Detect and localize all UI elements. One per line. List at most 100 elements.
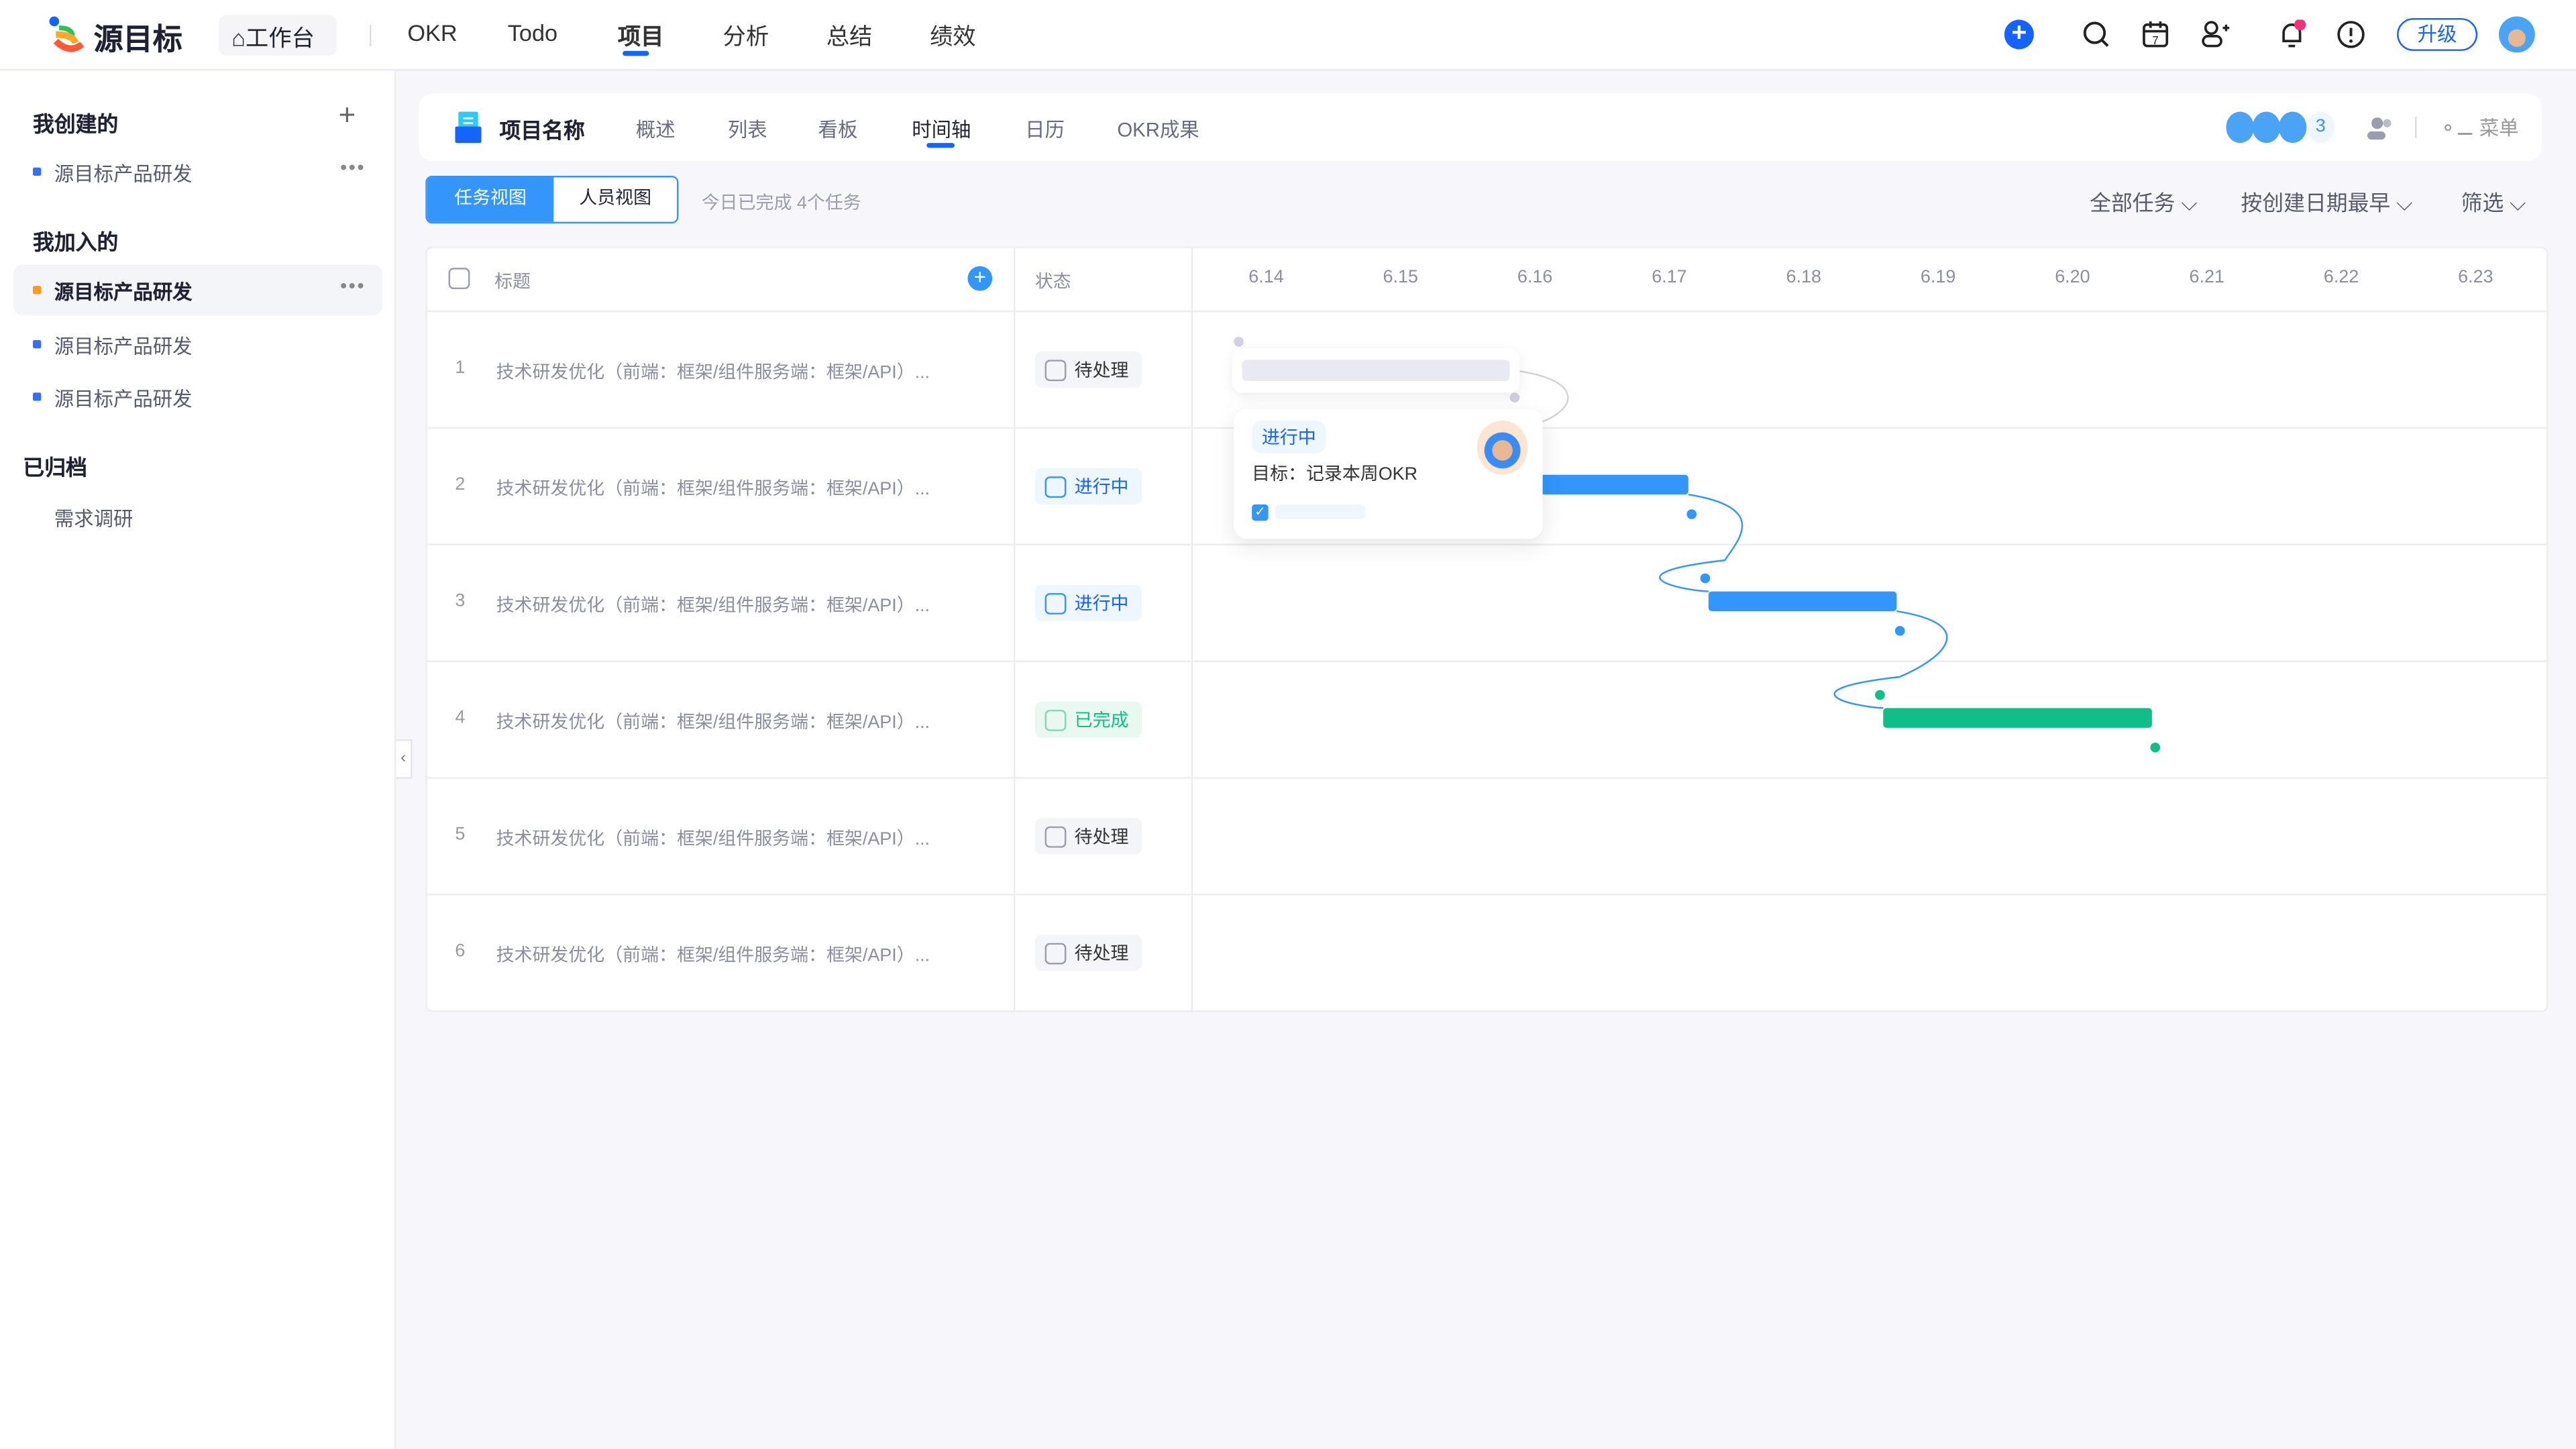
brand-logo-icon bbox=[49, 16, 85, 52]
task-title[interactable]: 技术研发优化（前端：框架/组件服务端：框架/API）... bbox=[496, 480, 930, 500]
status-label: 待处理 bbox=[1074, 361, 1129, 382]
status-checkbox[interactable] bbox=[1044, 359, 1067, 380]
date-label: 6.14 bbox=[1248, 268, 1284, 288]
nav-item[interactable]: OKR bbox=[407, 19, 458, 46]
collapse-sidebar-handle[interactable]: ‹ bbox=[396, 739, 413, 779]
status-badge[interactable]: 待处理 bbox=[1034, 352, 1142, 388]
nav-item[interactable]: 项目 bbox=[617, 23, 664, 50]
task-title[interactable]: 技术研发优化（前端：框架/组件服务端：框架/API）... bbox=[496, 596, 930, 616]
gantt-bar[interactable] bbox=[1534, 474, 1688, 495]
menu-button[interactable]: ⚬⚊ 菜单 bbox=[2440, 113, 2519, 142]
table-row[interactable]: 5 技术研发优化（前端：框架/组件服务端：框架/API）... 待处理 bbox=[427, 777, 2548, 894]
members-icon[interactable] bbox=[2366, 113, 2396, 143]
project-label: 源目标产品研发 bbox=[54, 334, 193, 358]
project-color-dot bbox=[32, 167, 42, 176]
status-label: 进行中 bbox=[1074, 478, 1129, 498]
table-row[interactable]: 3 技术研发优化（前端：框架/组件服务端：框架/API）... 进行中 bbox=[427, 543, 2548, 661]
brand-name: 源目标 bbox=[93, 23, 182, 56]
project-icon bbox=[455, 111, 482, 144]
search-icon[interactable] bbox=[2082, 19, 2111, 49]
status-checkbox[interactable] bbox=[1044, 825, 1067, 847]
date-label: 6.17 bbox=[1652, 268, 1687, 288]
column-title: 标题 bbox=[494, 272, 531, 292]
status-checkbox[interactable] bbox=[1044, 708, 1067, 731]
sidebar-project-item[interactable]: 源目标产品研发 bbox=[13, 371, 383, 422]
archived-item[interactable]: 需求调研 bbox=[54, 507, 133, 531]
sidebar-project-item[interactable]: 源目标产品研发 bbox=[13, 318, 383, 369]
table-row[interactable]: 4 技术研发优化（前端：框架/组件服务端：框架/API）... 已完成 bbox=[427, 660, 2548, 777]
table-row[interactable]: 6 技术研发优化（前端：框架/组件服务端：框架/API）... 待处理 bbox=[427, 894, 2548, 1010]
connector-dot bbox=[1874, 690, 1885, 700]
task-title[interactable]: 技术研发优化（前端：框架/组件服务端：框架/API）... bbox=[496, 829, 930, 850]
status-checkbox[interactable] bbox=[1044, 592, 1067, 614]
add-task-icon[interactable]: + bbox=[967, 266, 993, 291]
all-tasks-dropdown[interactable]: 全部任务 ⌵ bbox=[2090, 191, 2198, 215]
create-plus-icon[interactable]: + bbox=[2004, 19, 2034, 50]
date-label: 6.22 bbox=[2323, 268, 2359, 288]
top-bar: 源目标 ⌂工作台 OKR Todo 项目 分析 总结 绩效 + 7 升级 bbox=[0, 0, 2576, 71]
more-icon[interactable]: ••• bbox=[339, 156, 366, 179]
select-all-checkbox[interactable] bbox=[448, 268, 470, 290]
nav-item[interactable]: Todo bbox=[507, 19, 558, 46]
section-archived: 已归档 bbox=[23, 455, 87, 480]
row-number: 6 bbox=[455, 941, 466, 961]
workbench-button[interactable]: ⌂工作台 bbox=[218, 15, 337, 56]
connector-dot bbox=[1234, 337, 1244, 347]
gantt-bar[interactable] bbox=[1883, 708, 2152, 728]
nav-item[interactable]: 分析 bbox=[722, 23, 769, 50]
add-user-icon[interactable] bbox=[2200, 19, 2230, 49]
status-checkbox[interactable] bbox=[1044, 475, 1067, 497]
task-view-tab[interactable]: 任务视图 bbox=[427, 177, 554, 222]
all-tasks-label: 全部任务 bbox=[2090, 191, 2176, 215]
date-label: 6.21 bbox=[2189, 268, 2224, 288]
project-tab[interactable]: 列表 bbox=[727, 118, 767, 142]
gantt-bar[interactable] bbox=[1708, 591, 1897, 612]
checked-checkbox-icon[interactable]: ✓ bbox=[1252, 504, 1269, 521]
nav-item[interactable]: 绩效 bbox=[930, 23, 976, 50]
task-title[interactable]: 技术研发优化（前端：框架/组件服务端：框架/API）... bbox=[496, 946, 930, 967]
status-badge[interactable]: 已完成 bbox=[1034, 701, 1142, 738]
date-label: 6.15 bbox=[1383, 268, 1419, 288]
add-project-icon[interactable]: + bbox=[338, 98, 356, 131]
filter-dropdown[interactable]: 筛选 ⌵ bbox=[2461, 191, 2526, 215]
connector-dot bbox=[1509, 392, 1520, 403]
connector-dot bbox=[1686, 509, 1697, 519]
task-title[interactable]: 技术研发优化（前端：框架/组件服务端：框架/API）... bbox=[496, 363, 930, 383]
filter-label: 筛选 bbox=[2461, 191, 2504, 215]
status-badge[interactable]: 待处理 bbox=[1034, 818, 1142, 855]
date-label: 6.18 bbox=[1786, 268, 1821, 288]
bell-icon[interactable] bbox=[2277, 19, 2306, 49]
calendar-icon[interactable]: 7 bbox=[2141, 19, 2170, 49]
more-icon[interactable]: ••• bbox=[339, 274, 366, 298]
project-tab[interactable]: 看板 bbox=[818, 118, 858, 142]
dependency-line bbox=[1833, 610, 1948, 709]
user-avatar[interactable] bbox=[2498, 16, 2535, 53]
task-1-bar-card[interactable] bbox=[1232, 348, 1520, 393]
status-badge[interactable]: 进行中 bbox=[1034, 584, 1142, 621]
people-view-tab[interactable]: 人员视图 bbox=[553, 177, 677, 222]
upgrade-button[interactable]: 升级 bbox=[2397, 17, 2478, 51]
task-title[interactable]: 技术研发优化（前端：框架/组件服务端：框架/API）... bbox=[496, 712, 930, 733]
status-badge[interactable]: 待处理 bbox=[1034, 934, 1142, 971]
sidebar-project-item[interactable]: 源目标产品研发 ••• bbox=[13, 264, 383, 316]
section-created: 我创建的 bbox=[32, 111, 119, 137]
active-indicator bbox=[623, 50, 649, 56]
project-tab[interactable]: 日历 bbox=[1025, 118, 1065, 142]
table-row[interactable]: 1 技术研发优化（前端：框架/组件服务端：框架/API）... 待处理 bbox=[427, 310, 2548, 427]
sidebar-project-item[interactable]: 源目标产品研发 ••• bbox=[13, 146, 383, 197]
project-tab[interactable]: OKR成果 bbox=[1117, 118, 1199, 142]
sort-dropdown[interactable]: 按创建日期最早 ⌵ bbox=[2241, 191, 2413, 215]
menu-label: 菜单 bbox=[2479, 116, 2519, 140]
status-checkbox[interactable] bbox=[1044, 942, 1067, 964]
date-label: 6.16 bbox=[1517, 268, 1553, 288]
svg-text:7: 7 bbox=[2152, 34, 2159, 47]
view-toggle: 任务视图 人员视图 bbox=[425, 176, 679, 224]
member-avatars[interactable]: 3 bbox=[2226, 111, 2335, 144]
nav-item[interactable]: 总结 bbox=[826, 23, 873, 50]
info-icon[interactable] bbox=[2336, 19, 2365, 49]
project-tab[interactable]: 时间轴 bbox=[912, 118, 971, 142]
row-number: 4 bbox=[455, 708, 466, 728]
project-tab[interactable]: 概述 bbox=[635, 118, 676, 142]
status-badge[interactable]: 进行中 bbox=[1034, 468, 1142, 504]
date-label: 6.20 bbox=[2055, 268, 2090, 288]
